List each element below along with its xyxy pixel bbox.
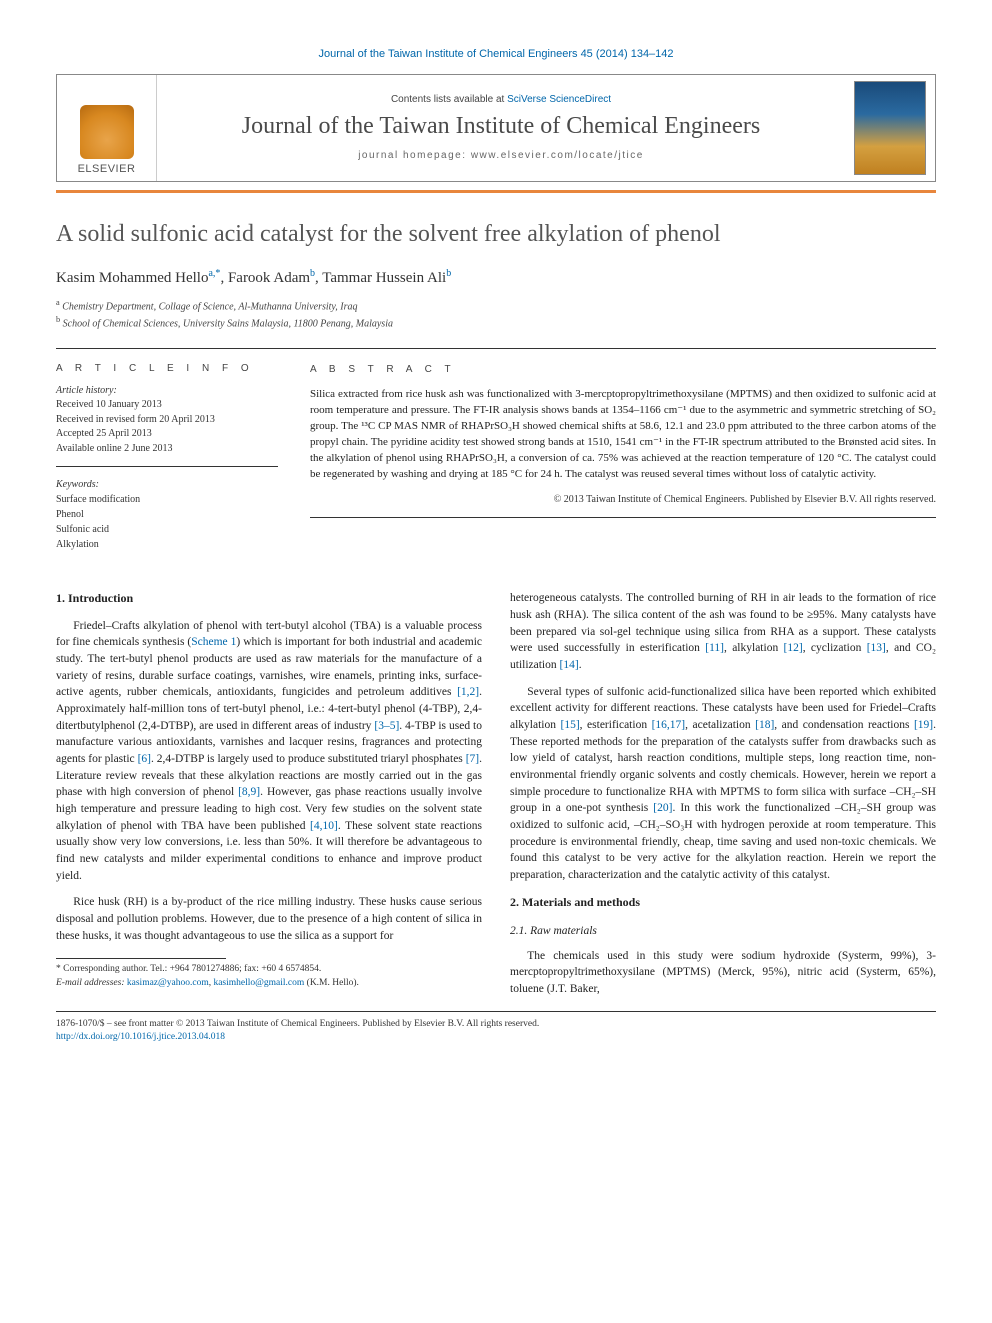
ref-16-17[interactable]: [16,17] bbox=[652, 719, 686, 731]
front-matter-line: 1876-1070/$ – see front matter © 2013 Ta… bbox=[56, 1018, 936, 1031]
keyword-3: Sulfonic acid bbox=[56, 524, 109, 535]
abstract-text: Silica extracted from rice husk ash was … bbox=[310, 387, 936, 483]
history-received: Received 10 January 2013 bbox=[56, 399, 162, 410]
footnote-separator bbox=[56, 958, 226, 959]
abstract-column: A B S T R A C T Silica extracted from ri… bbox=[292, 349, 936, 567]
abstract-copyright: © 2013 Taiwan Institute of Chemical Engi… bbox=[310, 493, 936, 508]
contents-prefix: Contents lists available at bbox=[391, 94, 507, 105]
ref-8-9[interactable]: [8,9] bbox=[238, 786, 260, 798]
article-title: A solid sulfonic acid catalyst for the s… bbox=[56, 221, 936, 248]
article-history: Article history: Received 10 January 201… bbox=[56, 384, 278, 468]
article-body: 1. Introduction Friedel–Crafts alkylatio… bbox=[56, 590, 936, 999]
contents-available-line: Contents lists available at SciVerse Sci… bbox=[163, 94, 839, 105]
keyword-4: Alkylation bbox=[56, 539, 99, 550]
running-header: Journal of the Taiwan Institute of Chemi… bbox=[56, 48, 936, 60]
publisher-label: ELSEVIER bbox=[78, 163, 136, 175]
intro-para-2: Rice husk (RH) is a by-product of the ri… bbox=[56, 894, 482, 944]
heading-raw-materials: 2.1. Raw materials bbox=[510, 923, 936, 940]
scheme-ref[interactable]: Scheme 1 bbox=[191, 636, 236, 648]
ref-11[interactable]: [11] bbox=[705, 642, 724, 654]
email-label: E-mail addresses: bbox=[56, 978, 127, 988]
ref-14[interactable]: [14] bbox=[560, 659, 579, 671]
journal-cover-cell bbox=[845, 75, 935, 181]
intro-para-1: Friedel–Crafts alkylation of phenol with… bbox=[56, 618, 482, 885]
keywords-block: Keywords: Surface modification Phenol Su… bbox=[56, 477, 278, 552]
journal-name: Journal of the Taiwan Institute of Chemi… bbox=[163, 113, 839, 140]
sciencedirect-link[interactable]: SciVerse ScienceDirect bbox=[507, 94, 611, 105]
corresponding-author-footnote: * Corresponding author. Tel.: +964 78012… bbox=[56, 963, 482, 990]
article-info-label: A R T I C L E I N F O bbox=[56, 363, 278, 374]
author-3-affil: b bbox=[446, 268, 451, 279]
ref-3-5[interactable]: [3–5] bbox=[374, 720, 399, 732]
publisher-logo-cell: ELSEVIER bbox=[57, 75, 157, 181]
ref-19[interactable]: [19] bbox=[914, 719, 933, 731]
journal-homepage-line: journal homepage: www.elsevier.com/locat… bbox=[163, 150, 839, 161]
ref-15[interactable]: [15] bbox=[561, 719, 580, 731]
ref-1-2[interactable]: [1,2] bbox=[457, 686, 479, 698]
heading-introduction: 1. Introduction bbox=[56, 590, 482, 607]
ref-6[interactable]: [6] bbox=[138, 753, 151, 765]
author-list: Kasim Mohammed Helloa,*, Farook Adam b, T… bbox=[56, 268, 936, 287]
email-link-1[interactable]: kasimaz@yahoo.com bbox=[127, 978, 209, 988]
accent-rule bbox=[56, 190, 936, 193]
article-info-column: A R T I C L E I N F O Article history: R… bbox=[56, 349, 292, 567]
journal-masthead: ELSEVIER Contents lists available at Sci… bbox=[56, 74, 936, 182]
author-1: Kasim Mohammed Hello bbox=[56, 270, 208, 286]
homepage-url: www.elsevier.com/locate/jtice bbox=[471, 150, 644, 161]
author-1-affil: a,* bbox=[208, 268, 220, 279]
author-2: , Farook Adam bbox=[220, 270, 310, 286]
ref-12[interactable]: [12] bbox=[784, 642, 803, 654]
intro-para-3: heterogeneous catalysts. The controlled … bbox=[510, 590, 936, 673]
abstract-label: A B S T R A C T bbox=[310, 363, 936, 378]
email-link-2[interactable]: kasimhello@gmail.com bbox=[213, 978, 304, 988]
ref-4-10[interactable]: [4,10] bbox=[310, 820, 338, 832]
intro-para-4: Several types of sulfonic acid-functiona… bbox=[510, 684, 936, 884]
keyword-2: Phenol bbox=[56, 509, 84, 520]
materials-para-1: The chemicals used in this study were so… bbox=[510, 948, 936, 998]
doi-link[interactable]: http://dx.doi.org/10.1016/j.jtice.2013.0… bbox=[56, 1032, 225, 1042]
affiliation-b: School of Chemical Sciences, University … bbox=[63, 319, 393, 330]
homepage-prefix: journal homepage: bbox=[358, 150, 471, 161]
ref-13[interactable]: [13] bbox=[867, 642, 886, 654]
ref-20[interactable]: [20] bbox=[653, 802, 672, 814]
affiliation-a: Chemistry Department, Collage of Science… bbox=[62, 301, 357, 312]
affiliations: a Chemistry Department, Collage of Scien… bbox=[56, 297, 936, 332]
journal-cover-thumbnail-icon bbox=[854, 81, 926, 175]
keywords-heading: Keywords: bbox=[56, 479, 99, 490]
keyword-1: Surface modification bbox=[56, 494, 140, 505]
history-accepted: Accepted 25 April 2013 bbox=[56, 428, 152, 439]
author-3: , Tammar Hussein Ali bbox=[315, 270, 446, 286]
email-tail: (K.M. Hello). bbox=[304, 978, 359, 988]
history-heading: Article history: bbox=[56, 385, 117, 396]
history-online: Available online 2 June 2013 bbox=[56, 443, 172, 454]
ref-18[interactable]: [18] bbox=[755, 719, 774, 731]
corr-author-line: * Corresponding author. Tel.: +964 78012… bbox=[56, 963, 482, 976]
ref-7[interactable]: [7] bbox=[466, 753, 479, 765]
page-footer: 1876-1070/$ – see front matter © 2013 Ta… bbox=[56, 1011, 936, 1045]
history-revised: Received in revised form 20 April 2013 bbox=[56, 414, 215, 425]
elsevier-tree-icon bbox=[80, 105, 134, 159]
heading-materials: 2. Materials and methods bbox=[510, 894, 936, 911]
abstract-bottom-rule bbox=[310, 517, 936, 518]
